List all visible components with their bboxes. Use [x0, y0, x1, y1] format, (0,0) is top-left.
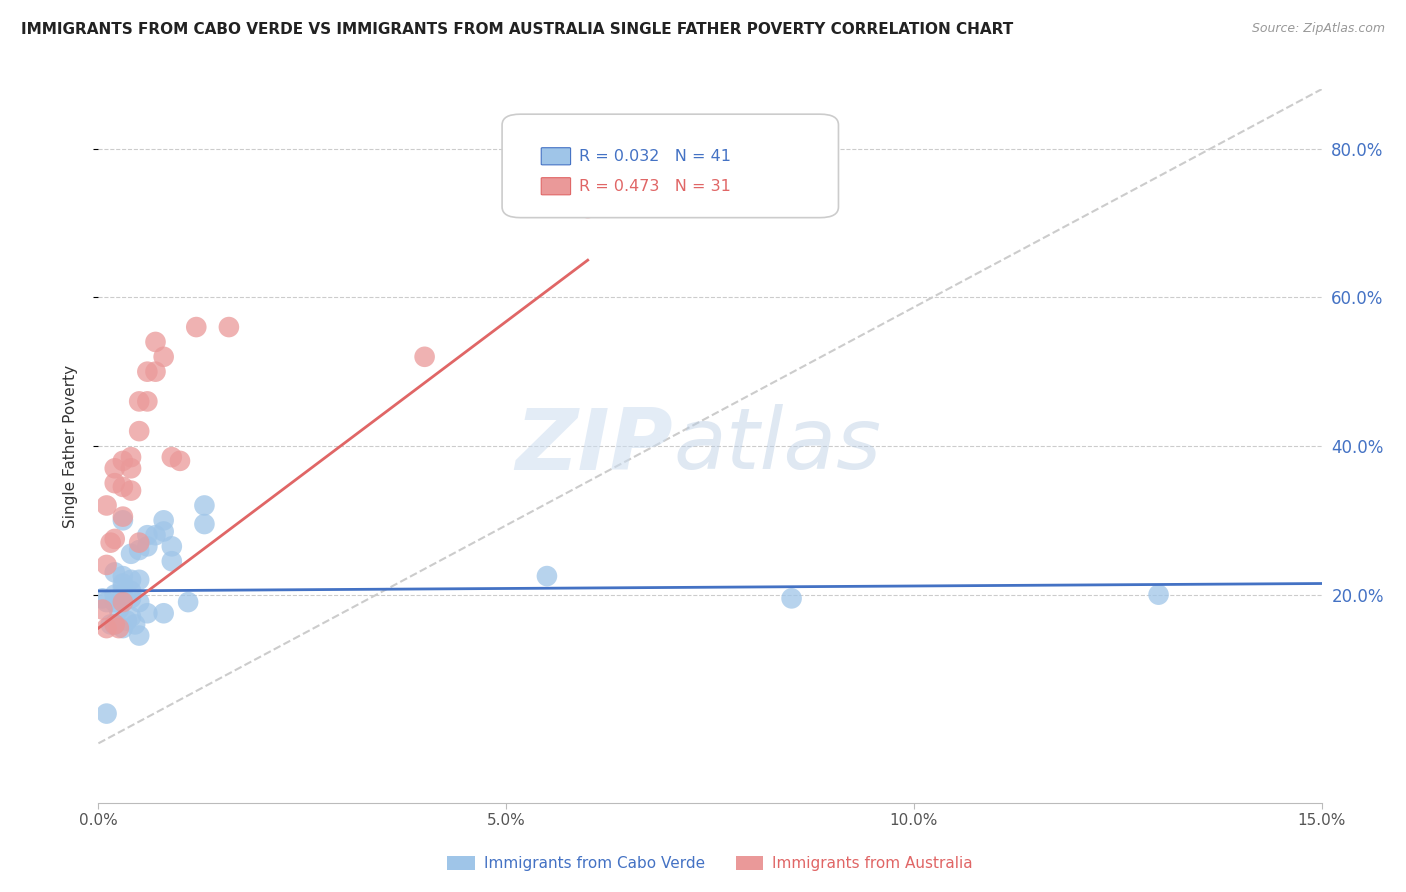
Point [96, 706, 118, 721]
Point [160, 554, 183, 568]
Point [128, 543, 150, 558]
Point [136, 394, 159, 409]
Point [120, 450, 142, 464]
Point [120, 591, 142, 606]
Point [104, 461, 127, 475]
Point [96, 499, 118, 513]
Point [108, 621, 131, 635]
Legend: Immigrants from Cabo Verde, Immigrants from Australia: Immigrants from Cabo Verde, Immigrants f… [441, 850, 979, 877]
Point [128, 573, 150, 587]
Point [108, 602, 131, 616]
Point [104, 588, 127, 602]
Point [100, 535, 122, 549]
Point [111, 580, 134, 594]
Y-axis label: Single Father Poverty: Single Father Poverty [63, 365, 77, 527]
Point [111, 576, 134, 591]
Point [152, 513, 174, 527]
Point [120, 573, 142, 587]
Point [100, 617, 122, 632]
Point [193, 516, 215, 531]
Point [111, 569, 134, 583]
Point [128, 535, 150, 549]
FancyBboxPatch shape [541, 178, 571, 194]
Point [136, 528, 159, 542]
Text: IMMIGRANTS FROM CABO VERDE VS IMMIGRANTS FROM AUSTRALIA SINGLE FATHER POVERTY CO: IMMIGRANTS FROM CABO VERDE VS IMMIGRANTS… [21, 22, 1014, 37]
Point [104, 617, 127, 632]
Point [136, 607, 159, 621]
Point [111, 621, 134, 635]
Point [218, 320, 240, 334]
Point [128, 595, 150, 609]
Point [193, 499, 215, 513]
Point [413, 350, 436, 364]
Point [120, 483, 142, 498]
Point [536, 569, 558, 583]
Text: atlas: atlas [673, 404, 882, 488]
Point [104, 595, 127, 609]
Point [152, 350, 174, 364]
Point [111, 513, 134, 527]
Point [145, 528, 167, 542]
Point [780, 591, 803, 606]
Point [169, 454, 191, 468]
Point [111, 480, 134, 494]
Point [111, 509, 134, 524]
Point [91, 602, 114, 616]
Text: R = 0.473   N = 31: R = 0.473 N = 31 [579, 179, 731, 194]
Point [145, 334, 167, 349]
Text: ZIP: ZIP [516, 404, 673, 488]
Point [111, 454, 134, 468]
Point [136, 539, 159, 553]
Text: R = 0.032   N = 41: R = 0.032 N = 41 [579, 150, 731, 164]
Point [128, 394, 150, 409]
Point [186, 320, 208, 334]
Text: Source: ZipAtlas.com: Source: ZipAtlas.com [1251, 22, 1385, 36]
Point [128, 628, 150, 642]
Point [128, 424, 150, 438]
Point [111, 595, 134, 609]
Point [104, 476, 127, 491]
Point [152, 524, 174, 539]
Point [104, 532, 127, 546]
Point [104, 617, 127, 632]
Point [104, 566, 127, 580]
Point [96, 621, 118, 635]
Point [145, 365, 167, 379]
Point [124, 617, 146, 632]
Point [120, 583, 142, 598]
FancyBboxPatch shape [541, 148, 571, 165]
Point [177, 595, 200, 609]
Point [96, 558, 118, 572]
FancyBboxPatch shape [502, 114, 838, 218]
Point [120, 547, 142, 561]
Point [576, 201, 599, 215]
Point [160, 450, 183, 464]
Point [160, 539, 183, 553]
Point [136, 365, 159, 379]
Point [152, 607, 174, 621]
Point [115, 614, 138, 628]
Point [91, 591, 114, 606]
Point [120, 461, 142, 475]
Point [1147, 588, 1170, 602]
Point [120, 610, 142, 624]
Point [96, 595, 118, 609]
Point [111, 588, 134, 602]
